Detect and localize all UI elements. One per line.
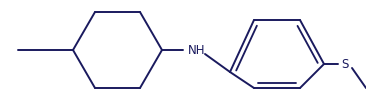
Text: S: S xyxy=(341,57,349,70)
Text: NH: NH xyxy=(188,44,206,56)
